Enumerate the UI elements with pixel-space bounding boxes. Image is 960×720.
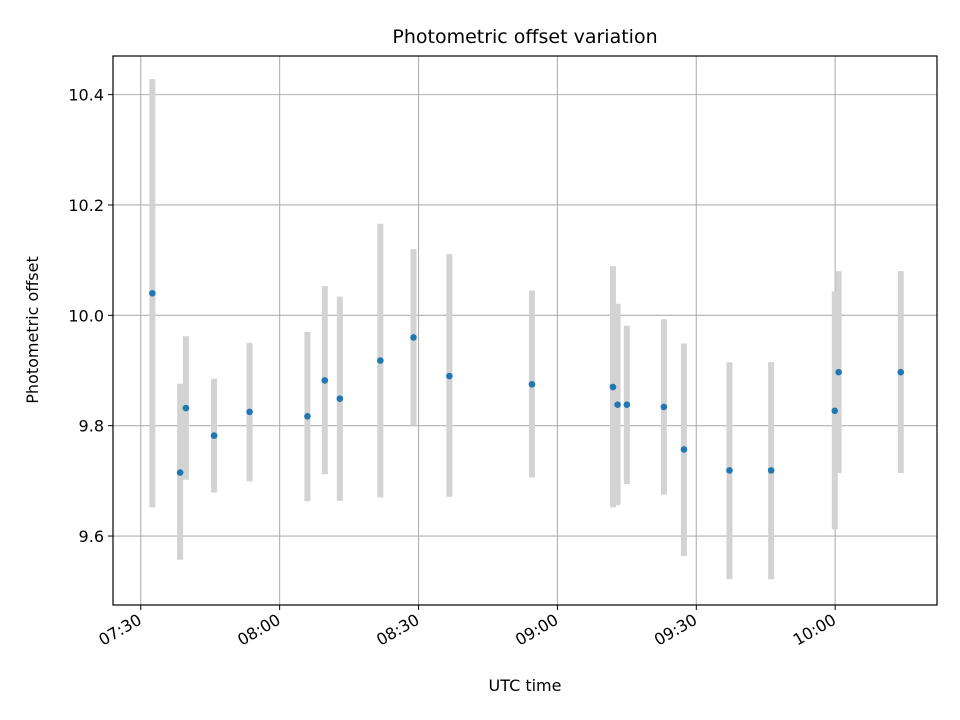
data-point (377, 357, 384, 364)
data-point (176, 469, 184, 476)
data-point (897, 368, 905, 376)
y-tick-label: 10.0 (68, 306, 104, 325)
x-tick-label: 09:30 (651, 610, 700, 650)
chart-title: Photometric offset variation (392, 26, 657, 48)
grid (113, 56, 937, 605)
data-point (149, 289, 156, 297)
x-axis-label: UTC time (489, 676, 562, 695)
x-tick-label: 10:00 (790, 610, 839, 650)
y-tick-label: 10.2 (68, 196, 104, 215)
data-point (767, 467, 775, 474)
data-point (304, 412, 311, 420)
data-point (446, 372, 453, 380)
y-tick-label: 9.8 (79, 417, 104, 436)
data-point (321, 377, 329, 384)
data-point (528, 380, 536, 388)
error-bars (149, 79, 904, 580)
x-tick-label: 08:30 (373, 610, 422, 650)
x-tick-label: 07:30 (95, 610, 144, 650)
data-point (182, 404, 190, 412)
y-tick-label: 9.6 (79, 527, 104, 546)
data-point (831, 407, 839, 415)
data-point (835, 368, 842, 376)
data-point (410, 334, 417, 341)
x-tick-label: 09:00 (512, 610, 561, 650)
data-point (246, 408, 253, 416)
data-point (623, 401, 631, 409)
data-point (614, 401, 621, 409)
data-point (336, 395, 344, 402)
data-points (149, 289, 905, 476)
data-point (726, 467, 733, 474)
data-point (609, 383, 617, 391)
y-axis-label: Photometric offset (23, 256, 42, 404)
x-axis-ticks: 07:30 08:00 08:30 09:00 09:30 10:00 (95, 605, 839, 650)
data-point (660, 403, 668, 411)
data-point (210, 432, 218, 439)
plot-area-frame (112, 55, 938, 606)
data-point (680, 446, 688, 453)
y-tick-label: 10.4 (68, 86, 104, 105)
y-axis-ticks: 9.6 9.8 10.0 10.2 10.4 (68, 86, 113, 546)
x-tick-label: 08:00 (234, 610, 283, 650)
